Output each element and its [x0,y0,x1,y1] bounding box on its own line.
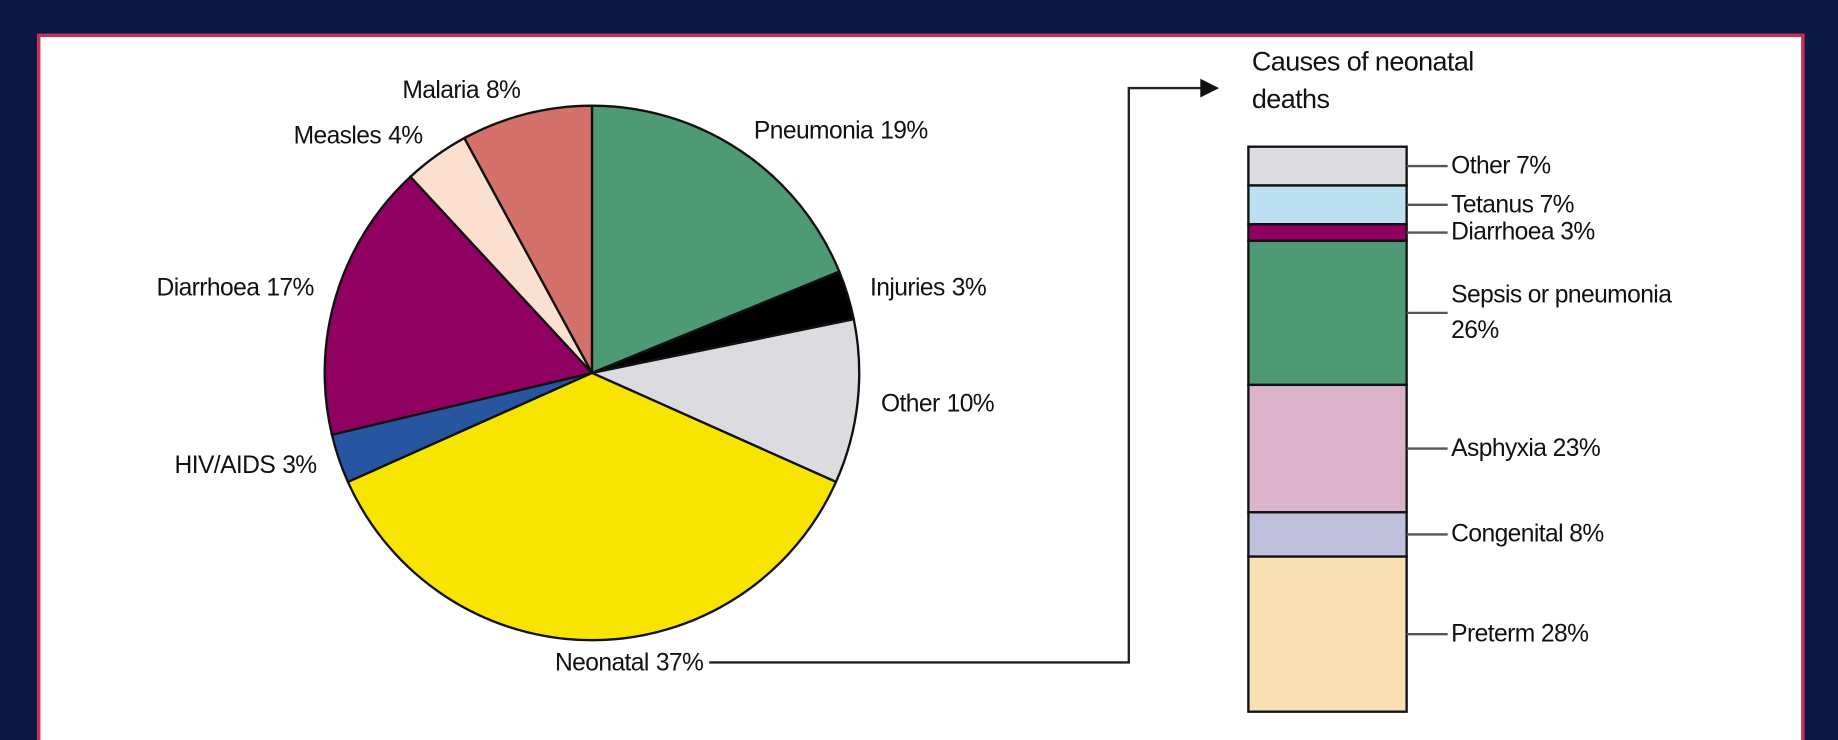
slice-label: Injuries 3% [870,274,986,301]
segment-label-box: Other 7% [1451,113,1703,218]
segment-name: Tetanus [1451,190,1534,218]
bar-segment [1247,239,1408,387]
segment-value: 7% [1516,152,1551,179]
segment-value: 23% [1552,434,1601,462]
segment-value: 3% [1560,218,1595,246]
segment-name: Sepsis or pneumonia [1451,281,1672,309]
slice-name: Other [881,390,940,417]
segment-label: Sepsis or pneumonia 26% [1451,278,1703,348]
segment-label: Asphyxia 23% [1451,431,1601,466]
slice-value: 19% [880,117,928,144]
slice-label: Diarrhoea 17% [157,274,314,301]
slice-label: Neonatal 37% [555,649,703,676]
segment-name: Diarrhoea [1451,218,1554,246]
segment-label-box: Tetanus 7% [1451,152,1703,257]
segment-label: Other 7% [1451,148,1551,183]
bar-segment [1247,383,1408,514]
slice-name: Measles [294,122,382,149]
slice-label: HIV/AIDS 3% [175,452,317,479]
segment-label-wrap: Preterm 28% [1451,581,1703,686]
pie-slice [323,175,595,437]
slice-value: 10% [947,390,995,417]
segment-value: 8% [1569,520,1604,548]
pie-slice [590,104,841,375]
segment-label: Congenital 8% [1451,517,1604,552]
segment-label-wrap: Sepsis or pneumonia 26% [1451,260,1703,365]
segment-name: Other [1451,152,1510,179]
segment-label-box: Preterm 28% [1451,581,1703,686]
segment-value: 7% [1539,190,1575,218]
segment-name: Congenital [1451,520,1564,548]
slice-name: Diarrhoea [157,274,261,301]
pie-slice [346,371,838,642]
slice-label: Malaria 8% [402,77,520,104]
segment-label-wrap: Congenital 8% [1451,482,1703,587]
segment-label-wrap: Diarrhoea 3% [1451,180,1703,285]
bar-segment [1247,555,1408,713]
segment-label-box: Sepsis or pneumonia 26% [1451,260,1703,365]
segment-label-box: Diarrhoea 3% [1451,180,1703,285]
bar-segment [1247,223,1408,243]
bar-title-box: Causes of neonatal deaths [1251,45,1474,114]
connector [709,86,1202,664]
segment-label-wrap: Tetanus 7% [1451,152,1703,257]
bar-segment [1247,511,1408,558]
segment-label-box: Congenital 8% [1451,482,1703,587]
slice-value: 8% [486,77,520,104]
bar-title: Causes of neonatal deaths [1251,45,1474,114]
slice-value: 3% [282,452,316,479]
bar-segment [1247,184,1408,226]
slice-name: HIV/AIDS [175,452,276,479]
slice-name: Pneumonia [754,117,874,144]
segment-label-wrap: Asphyxia 23% [1451,396,1703,501]
segment-label: Preterm 28% [1451,617,1589,652]
slice-name: Malaria [402,77,479,104]
pie-slice [462,104,594,374]
segment-label-box: Asphyxia 23% [1451,396,1703,501]
segment-name: Preterm [1451,620,1535,648]
slice-label: Measles 4% [294,122,423,149]
slice-label: Pneumonia 19% [754,117,928,144]
slice-label: Other 10% [881,390,994,417]
pie-slice [588,317,861,484]
slice-value: 17% [266,274,313,301]
segment-label: Tetanus 7% [1451,187,1574,222]
slice-value: 4% [388,122,422,149]
segment-value: 26% [1451,316,1499,344]
slice-name: Neonatal [555,649,649,676]
slice-value: 37% [656,649,704,676]
slice-name: Injuries [870,274,945,301]
arrow-head [1200,78,1220,98]
segment-value: 28% [1540,620,1589,648]
segment-label: Diarrhoea 3% [1451,215,1595,250]
slice-value: 3% [952,274,986,301]
segment-name: Asphyxia [1451,434,1547,462]
segment-label-wrap: Other 7% [1451,113,1703,218]
bar-segment [1247,145,1408,187]
